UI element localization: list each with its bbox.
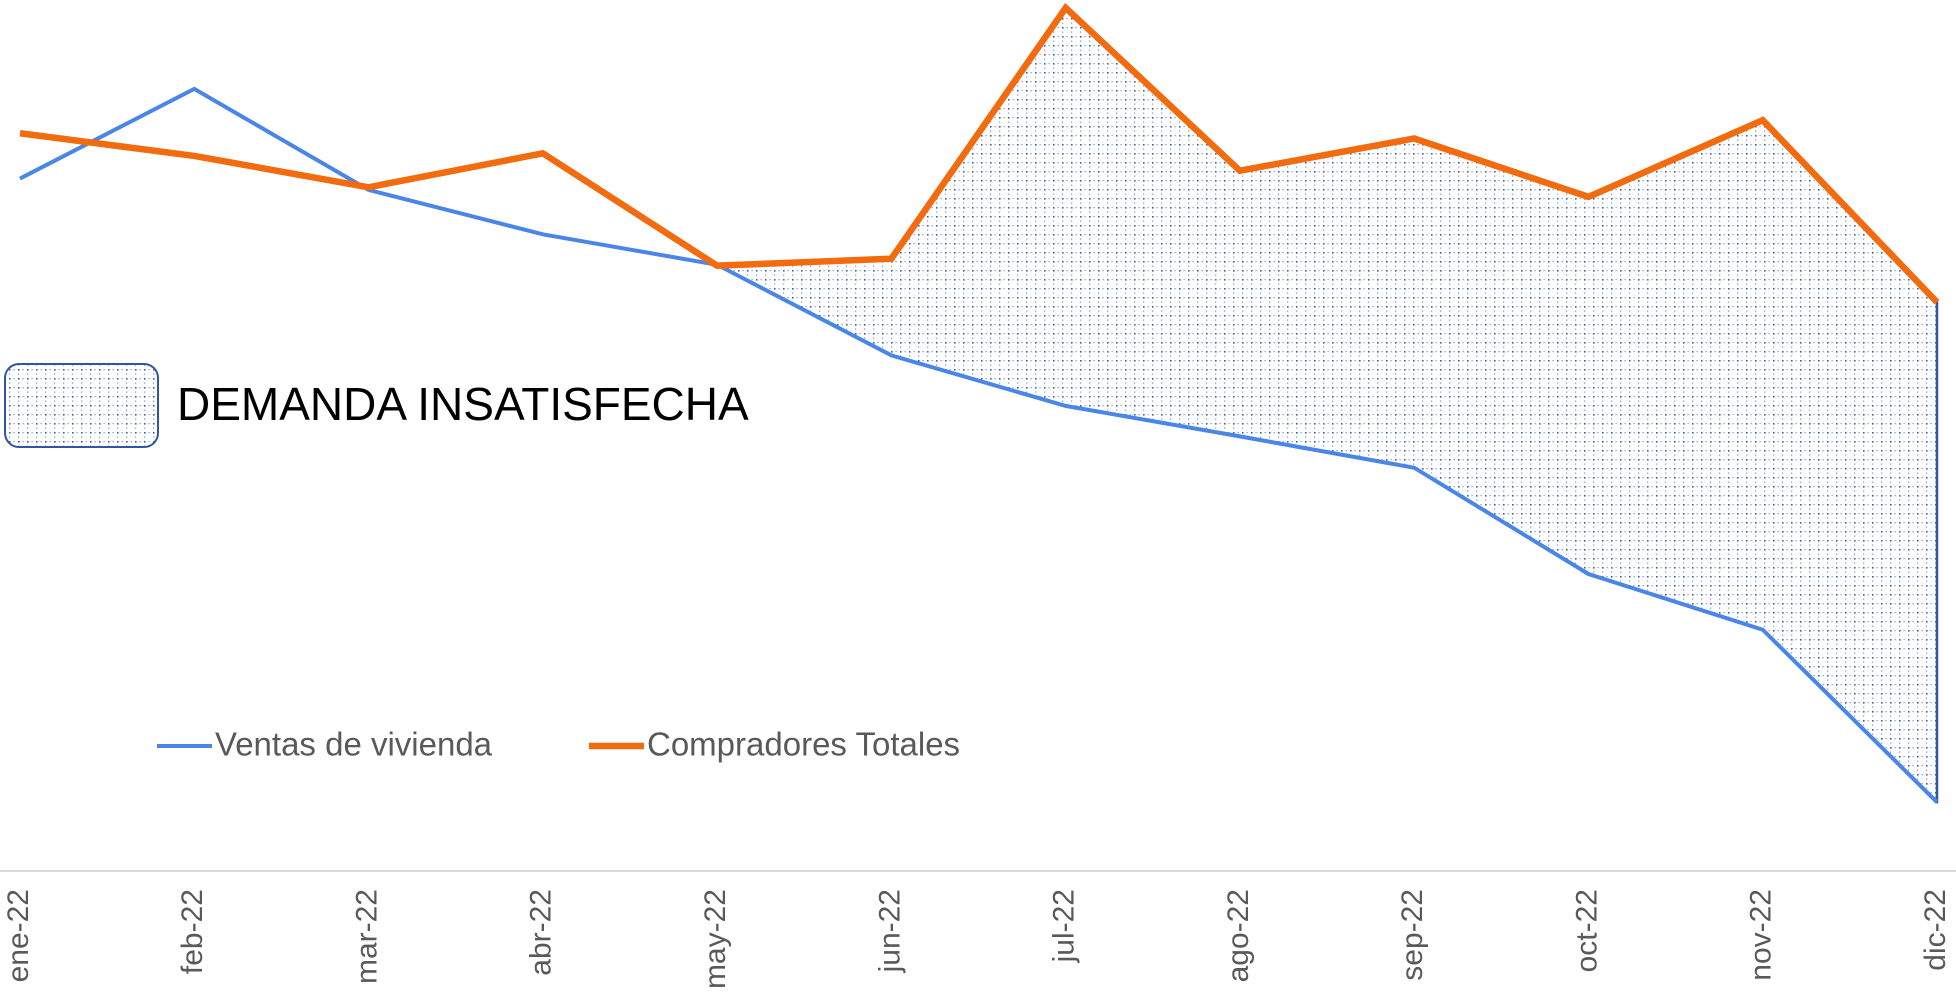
x-tick-label: sep-22 — [1396, 889, 1429, 981]
x-tick-label: ene-22 — [2, 889, 35, 982]
x-tick-label: abr-22 — [525, 889, 558, 976]
x-tick-label: dic-22 — [1919, 889, 1952, 971]
annotation-swatch — [4, 363, 159, 448]
x-tick-label: feb-22 — [176, 889, 209, 974]
annotation-text: DEMANDA INSATISFECHA — [177, 378, 749, 430]
series-line — [19, 2, 1940, 305]
series-line — [19, 86, 1939, 804]
x-tick-label: ago-22 — [1222, 889, 1255, 982]
legend-label: Compradores Totales — [647, 726, 960, 763]
x-tick-label: oct-22 — [1570, 889, 1603, 972]
legend-label: Ventas de vivienda — [215, 726, 493, 763]
x-tick-label: nov-22 — [1745, 889, 1778, 981]
x-tick-label: jul-22 — [1048, 889, 1081, 963]
x-tick-label: may-22 — [699, 889, 732, 989]
x-tick-label: jun-22 — [873, 889, 906, 973]
x-tick-label: mar-22 — [350, 889, 383, 984]
